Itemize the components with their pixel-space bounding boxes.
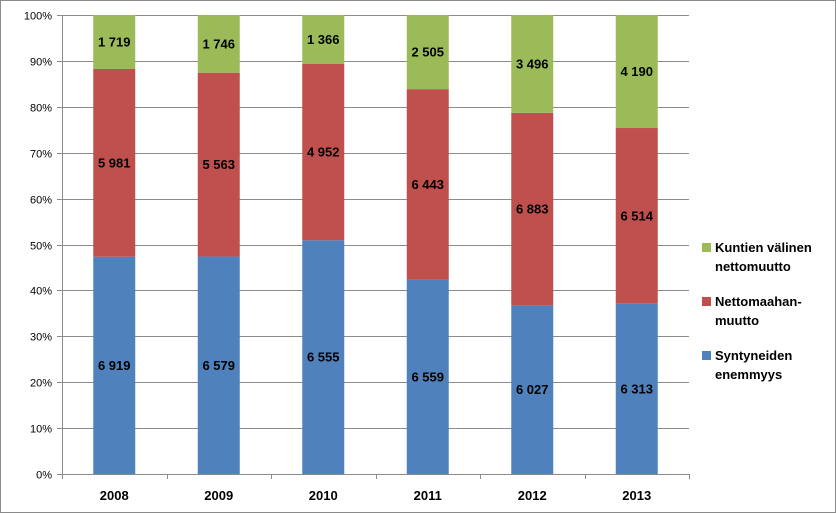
legend-item: Syntyneiden enemmyys [702, 348, 792, 382]
bar-segment [197, 72, 240, 257]
x-tick-label: 2009 [204, 488, 233, 503]
legend: Kuntien välinen nettomuutto Nettomaahan-mu… [702, 240, 812, 382]
bar-segment [197, 15, 240, 73]
x-tick-label: 2013 [622, 488, 651, 503]
bar-segment [511, 112, 554, 306]
bar-segment [302, 15, 345, 64]
x-tick-label: 2008 [100, 488, 129, 503]
legend-label: nettomuutto [715, 259, 791, 274]
legend-item: Nettomaahan-muutto [702, 294, 802, 328]
y-tick-label: 0% [36, 470, 52, 482]
data-label: 6 027 [516, 382, 549, 397]
y-tick-label: 30% [30, 332, 52, 344]
legend-item: Kuntien välinen nettomuutto [702, 240, 812, 274]
x-tick-label: 2010 [309, 488, 338, 503]
bar-segment [93, 15, 136, 69]
y-tick-label: 20% [30, 378, 52, 390]
bars [93, 15, 658, 474]
legend-label: Syntyneiden [715, 348, 792, 363]
legend-label: Nettomaahan- [715, 294, 802, 309]
data-label: 4 952 [307, 144, 340, 159]
data-label: 4 190 [620, 64, 653, 79]
bar-segment [197, 256, 240, 474]
bar-segment [406, 89, 449, 280]
y-tick-label: 90% [30, 57, 52, 69]
y-tick-label: 100% [24, 11, 52, 23]
y-tick-label: 80% [30, 103, 52, 115]
bar-segment [406, 279, 449, 474]
data-label: 5 981 [98, 155, 131, 170]
legend-swatch [702, 243, 711, 252]
bar-segment [302, 63, 345, 241]
bar-segment [615, 128, 658, 304]
bar-segment [615, 303, 658, 474]
gridlines [57, 15, 689, 475]
bar-segment [93, 68, 136, 257]
y-tick-label: 60% [30, 195, 52, 207]
data-label: 6 883 [516, 202, 549, 217]
bar-segment [302, 240, 345, 474]
y-tick-label: 40% [30, 286, 52, 298]
data-label: 6 555 [307, 350, 340, 365]
bar-segment [511, 15, 554, 113]
data-label: 6 579 [202, 358, 235, 373]
legend-label: muutto [715, 313, 759, 328]
data-label: 6 559 [411, 369, 444, 384]
legend-label: enemmyys [715, 367, 782, 382]
bar-segment [615, 15, 658, 129]
legend-label: Kuntien välinen [715, 240, 812, 255]
data-label: 1 719 [98, 34, 131, 49]
data-label: 5 563 [202, 157, 235, 172]
data-label: 3 496 [516, 56, 549, 71]
y-tick-label: 10% [30, 424, 52, 436]
legend-swatch [702, 351, 711, 360]
legend-swatch [702, 297, 711, 306]
data-label: 1 746 [202, 36, 235, 51]
y-tick-label: 70% [30, 149, 52, 161]
x-tick-label: 2011 [414, 488, 442, 503]
data-label: 2 505 [411, 45, 444, 60]
data-label: 6 313 [620, 381, 653, 396]
y-tick-label: 50% [30, 241, 52, 253]
data-label: 6 514 [620, 208, 653, 223]
data-label: 6 443 [411, 177, 444, 192]
bar-segment [93, 256, 136, 474]
data-label: 6 919 [98, 358, 131, 373]
x-tick-label: 2012 [518, 488, 547, 503]
data-label: 1 366 [307, 32, 340, 47]
bar-segment [511, 305, 554, 474]
bar-segment [406, 15, 449, 90]
